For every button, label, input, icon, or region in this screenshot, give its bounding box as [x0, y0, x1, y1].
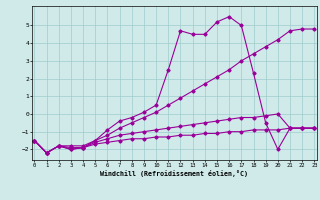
- X-axis label: Windchill (Refroidissement éolien,°C): Windchill (Refroidissement éolien,°C): [100, 170, 248, 177]
